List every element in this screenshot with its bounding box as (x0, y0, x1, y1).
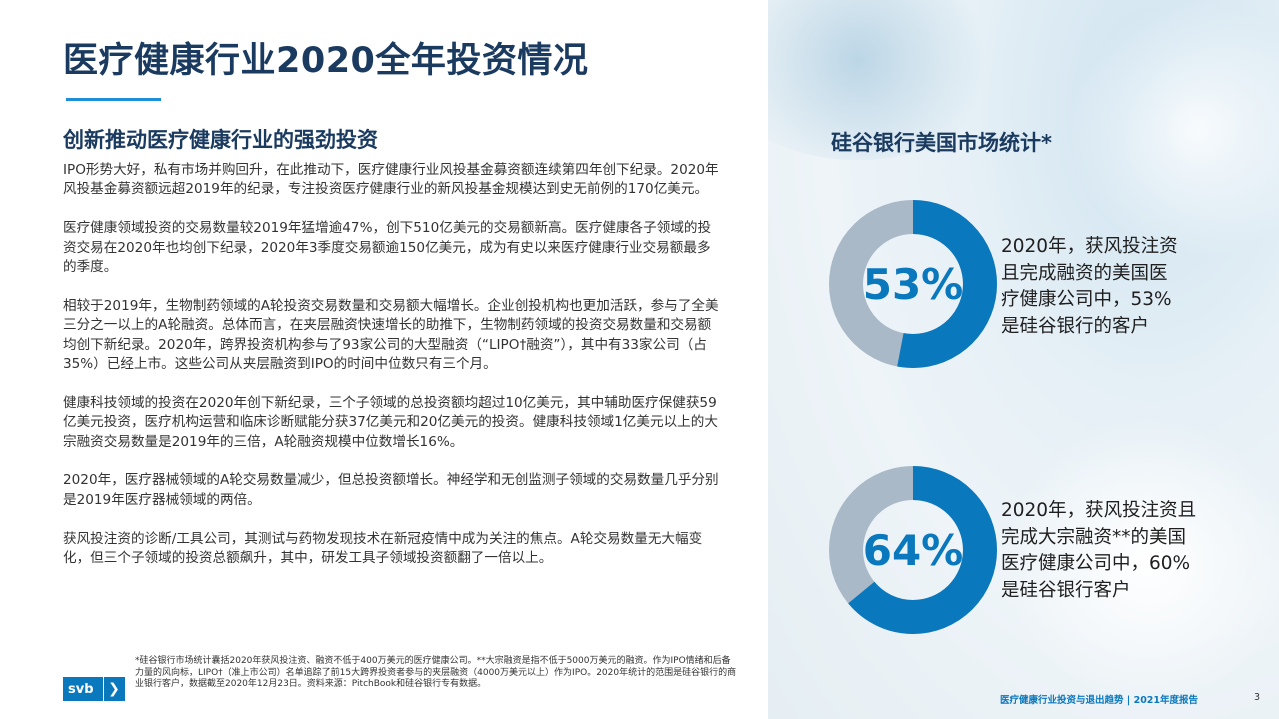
logo-text: svb (68, 681, 94, 697)
donut-svg (829, 466, 997, 634)
background-glow (1068, 0, 1279, 260)
body-text: IPO形势大好，私有市场并购回升，在此推动下，医疗健康行业风投基金募资额连续第四… (63, 161, 719, 588)
donut-value-arc (829, 200, 997, 368)
stat-line: 疗健康公司中，53% (1001, 289, 1172, 310)
page-title: 医疗健康行业2020全年投资情况 (63, 41, 589, 81)
donut-percentage: 64% (862, 525, 964, 575)
chevron-right-icon: ❯ (103, 677, 121, 701)
paragraph: 2020年，医疗器械领域的A轮交易数量减少，但总投资额增长。神经学和无创监测子领… (63, 472, 719, 508)
stat-line: 医疗健康公司中，60% (1001, 553, 1191, 574)
svb-logo: svb ❯ (63, 677, 125, 701)
stat-description: 2020年，获风投注资且 完成大宗融资**的美国 医疗健康公司中，60% 是硅谷… (1001, 498, 1196, 604)
stats-heading: 硅谷银行美国市场统计* (831, 131, 1052, 155)
stat-line: 且完成融资的美国医 (1001, 262, 1168, 284)
stat-line: 2020年，获风投注资 (1001, 236, 1178, 257)
donut-value-arc (829, 466, 997, 634)
donut-svg (829, 200, 997, 368)
paragraph: 相较于2019年，生物制药领域的A轮投资交易数量和交易额大幅增长。企业创投机构也… (63, 297, 719, 373)
report-footer: 医疗健康行业投资与退出趋势 | 2021年度报告 (1000, 695, 1199, 706)
stat-line: 2020年，获风投注资且 (1001, 500, 1197, 521)
page-number: 3 (1254, 692, 1261, 703)
paragraph: IPO形势大好，私有市场并购回升，在此推动下，医疗健康行业风投基金募资额连续第四… (63, 162, 719, 198)
stat-description: 2020年，获风投注资 且完成融资的美国医 疗健康公司中，53% 是硅谷银行的客… (1001, 234, 1178, 340)
stat-line: 完成大宗融资**的美国 (1001, 526, 1187, 548)
left-panel: 医疗健康行业2020全年投资情况 创新推动医疗健康行业的强劲投资 IPO形势大好… (63, 41, 737, 701)
donut-chart: 64% (827, 464, 999, 636)
title-underline (66, 98, 161, 101)
background-glow (998, 420, 1279, 700)
section-heading: 创新推动医疗健康行业的强劲投资 (63, 128, 378, 152)
paragraph: 健康科技领域的投资在2020年创下新纪录，三个子领域的总投资额均超过10亿美元，… (63, 394, 718, 450)
footnote: *硅谷银行市场统计囊括2020年获风投注资、融资不低于400万美元的医疗健康公司… (135, 656, 737, 690)
stat-line: 是硅谷银行的客户 (1001, 315, 1150, 337)
stat-line: 是硅谷银行客户 (1001, 579, 1131, 601)
donut-chart: 53% (827, 198, 999, 370)
paragraph: 获风投注资的诊断/工具公司，其测试与药物发现技术在新冠疫情中成为关注的焦点。A轮… (63, 530, 703, 567)
paragraph: 医疗健康领域投资的交易数量较2019年猛增逾47%，创下510亿美元的交易额新高… (63, 220, 712, 276)
donut-percentage: 53% (862, 259, 964, 309)
